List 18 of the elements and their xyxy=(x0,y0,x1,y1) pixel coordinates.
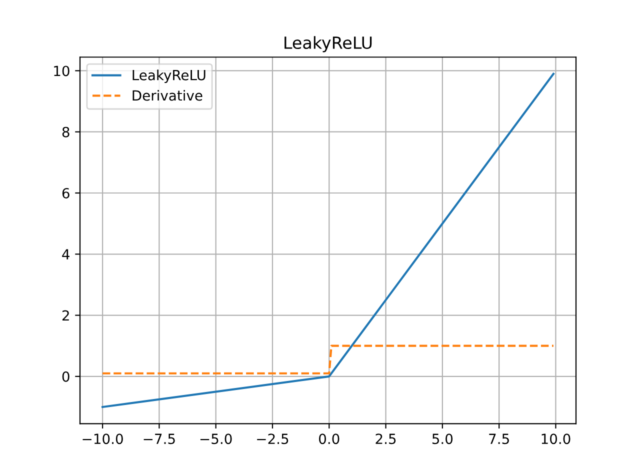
y-tick-label: 4 xyxy=(62,249,70,260)
legend-label: Derivative xyxy=(132,90,202,101)
chart-title: LeakyReLU xyxy=(284,36,372,52)
x-tick-label: −2.5 xyxy=(257,434,288,444)
x-tick-label: 2.5 xyxy=(376,434,396,444)
y-tick-label: 8 xyxy=(62,126,70,138)
y-tick-label: 10 xyxy=(54,66,70,76)
x-tick-label: 10.0 xyxy=(542,434,570,444)
x-tick-label: 0.0 xyxy=(319,434,340,444)
y-tick-label: 6 xyxy=(62,188,70,198)
x-tick-label: −10.0 xyxy=(82,434,123,444)
y-tick-label: 0 xyxy=(62,371,70,382)
x-tick-label: 7.5 xyxy=(489,434,509,444)
x-tick-label: 5.0 xyxy=(432,434,453,444)
x-tick-label: −5.0 xyxy=(200,434,232,444)
x-tick-label: −7.5 xyxy=(144,434,175,444)
legend-label: LeakyReLU xyxy=(132,70,206,84)
y-tick-label: 2 xyxy=(62,310,69,321)
